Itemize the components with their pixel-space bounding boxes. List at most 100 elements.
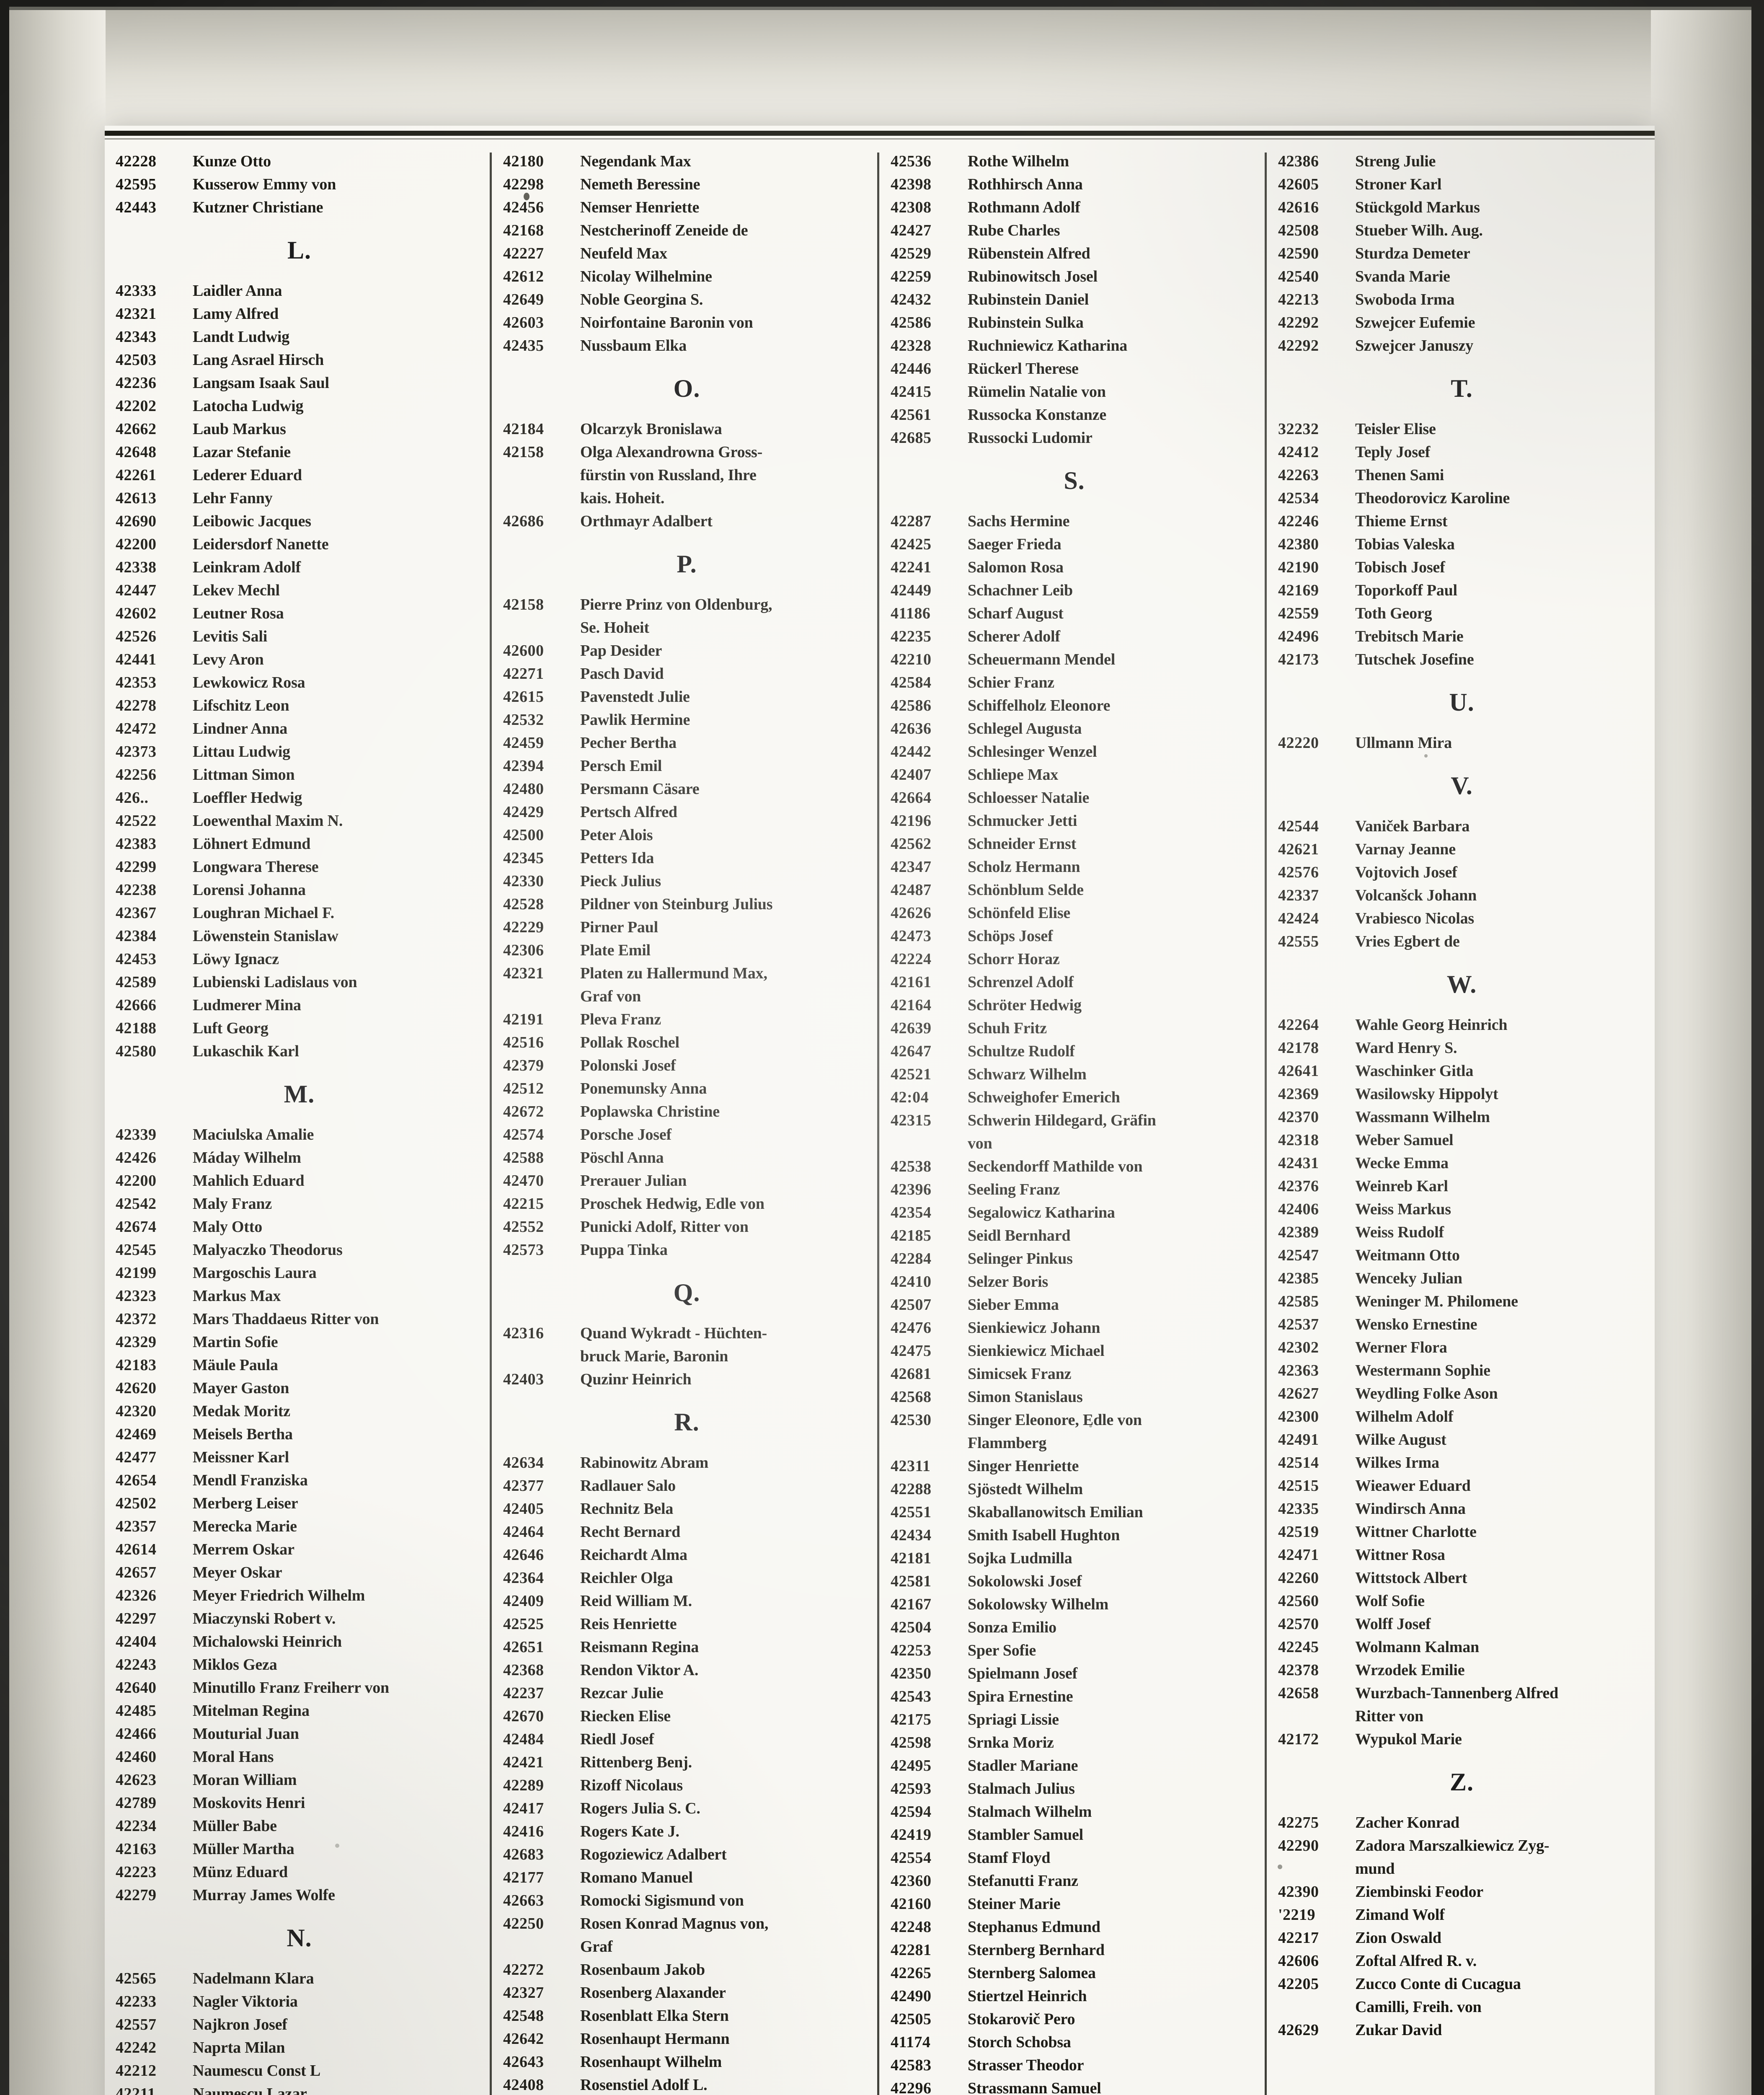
register-entry[interactable]: 42223 Münz Eduard xyxy=(116,1861,483,1884)
register-entry[interactable]: 42666 Ludmerer Mina xyxy=(116,994,483,1017)
register-entry[interactable]: 42278 Lifschitz Leon xyxy=(116,694,483,717)
register-entry[interactable]: 42614 Merrem Oskar xyxy=(116,1538,483,1561)
register-entry[interactable]: 42245 Wolmann Kalman xyxy=(1278,1636,1645,1659)
register-entry[interactable]: 42648 Lazar Stefanie xyxy=(116,441,483,464)
register-entry[interactable]: 42292 Szwejcer Eufemie xyxy=(1278,311,1645,334)
register-entry[interactable]: 42196 Schmucker Jetti xyxy=(891,810,1258,833)
register-entry[interactable]: 42406 Weiss Markus xyxy=(1278,1198,1645,1221)
register-entry[interactable]: 42302 Werner Flora xyxy=(1278,1336,1645,1359)
register-entry[interactable]: 42260 Wittstock Albert xyxy=(1278,1567,1645,1590)
register-entry[interactable]: 42363 Westermann Sophie xyxy=(1278,1359,1645,1382)
register-entry[interactable]: 42589 Lubienski Ladislaus von xyxy=(116,971,483,994)
register-entry[interactable]: 42377 Radlauer Salo xyxy=(503,1474,870,1498)
register-entry[interactable]: 42306 Plate Emil xyxy=(503,939,870,962)
register-entry[interactable]: 42326 Meyer Friedrich Wilhelm xyxy=(116,1584,483,1607)
register-entry[interactable]: 42158 Olga Alexandrowna Gross-fürstin von… xyxy=(503,441,870,510)
register-entry[interactable]: 42297 Miaczynski Robert v. xyxy=(116,1607,483,1630)
register-entry[interactable]: 42515 Wieawer Eduard xyxy=(1278,1474,1645,1498)
register-entry[interactable]: 42323 Markus Max xyxy=(116,1285,483,1308)
register-entry[interactable]: 42641 Waschinker Gitla xyxy=(1278,1060,1645,1083)
register-entry[interactable]: 42435 Nussbaum Elka xyxy=(503,334,870,357)
register-entry[interactable]: 42308 Rothmann Adolf xyxy=(891,196,1258,219)
register-entry[interactable]: 42662 Laub Markus xyxy=(116,418,483,441)
register-entry[interactable]: 42:04 Schweighofer Emerich xyxy=(891,1086,1258,1109)
register-entry[interactable]: 42259 Rubinowitsch Josel xyxy=(891,265,1258,288)
register-entry[interactable]: 42173 Tutschek Josefine xyxy=(1278,648,1645,671)
register-entry[interactable]: 42163 Müller Martha xyxy=(116,1838,483,1861)
register-entry[interactable]: 42615 Pavenstedt Julie xyxy=(503,685,870,709)
register-entry[interactable]: 42561 Russocka Konstanze xyxy=(891,403,1258,427)
register-entry[interactable]: 42265 Sternberg Salomea xyxy=(891,1962,1258,1985)
register-entry[interactable]: 42443 Kutzner Christiane xyxy=(116,196,483,219)
register-entry[interactable]: 42606 Zoftal Alfred R. v. xyxy=(1278,1950,1645,1973)
register-entry[interactable]: 42321 Lamy Alfred xyxy=(116,303,483,326)
register-entry[interactable]: 42471 Wittner Rosa xyxy=(1278,1544,1645,1567)
register-entry[interactable]: 42789 Moskovits Henri xyxy=(116,1792,483,1815)
register-entry[interactable]: 42290 Zadora Marszalkiewicz Zyg-mund xyxy=(1278,1834,1645,1880)
register-entry[interactable]: 42651 Reismann Regina xyxy=(503,1636,870,1659)
register-entry[interactable]: 42484 Riedl Josef xyxy=(503,1728,870,1751)
register-entry[interactable]: 42213 Swoboda Irma xyxy=(1278,288,1645,311)
register-entry[interactable]: 42480 Persmann Cäsare xyxy=(503,778,870,801)
register-entry[interactable]: 42424 Vrabiesco Nicolas xyxy=(1278,907,1645,930)
register-entry[interactable]: 42547 Weitmann Otto xyxy=(1278,1244,1645,1267)
register-entry[interactable]: 42432 Rubinstein Daniel xyxy=(891,288,1258,311)
register-entry[interactable]: 42407 Schliepe Max xyxy=(891,763,1258,786)
register-entry[interactable]: 42534 Theodorovicz Karoline xyxy=(1278,487,1645,510)
register-entry[interactable]: 42394 Persch Emil xyxy=(503,755,870,778)
register-entry[interactable]: 42562 Schneider Ernst xyxy=(891,833,1258,856)
register-entry[interactable]: 42316 Quand Wykradt - Hüchten-bruck Marie… xyxy=(503,1322,870,1368)
register-entry[interactable]: 42408 Rosenstiel Adolf L. xyxy=(503,2074,870,2095)
register-entry[interactable]: 42386 Streng Julie xyxy=(1278,150,1645,173)
register-entry[interactable]: 42246 Thieme Ernst xyxy=(1278,510,1645,533)
register-entry[interactable]: 42415 Rümelin Natalie von xyxy=(891,380,1258,403)
register-entry[interactable]: 42287 Sachs Hermine xyxy=(891,510,1258,533)
register-entry[interactable]: 42551 Skaballanowitsch Emilian xyxy=(891,1501,1258,1524)
register-entry[interactable]: 42672 Poplawska Christine xyxy=(503,1100,870,1123)
register-entry[interactable]: 42472 Lindner Anna xyxy=(116,717,483,740)
register-entry[interactable]: 42508 Stueber Wilh. Aug. xyxy=(1278,219,1645,242)
register-entry[interactable]: 42184 Olcarzyk Bronislawa xyxy=(503,418,870,441)
register-entry[interactable]: 42425 Saeger Frieda xyxy=(891,533,1258,556)
register-entry[interactable]: 42598 Srnka Moriz xyxy=(891,1731,1258,1754)
register-entry[interactable]: 42264 Wahle Georg Heinrich xyxy=(1278,1014,1645,1037)
register-entry[interactable]: 42642 Rosenhaupt Hermann xyxy=(503,2028,870,2051)
register-entry[interactable]: 42178 Ward Henry S. xyxy=(1278,1037,1645,1060)
register-entry[interactable]: 42658 Wurzbach-Tannenberg Alfred Ritter vo… xyxy=(1278,1682,1645,1728)
register-entry[interactable]: 42256 Littman Simon xyxy=(116,763,483,786)
register-entry[interactable]: 42621 Varnay Jeanne xyxy=(1278,838,1645,861)
register-entry[interactable]: 42242 Naprta Milan xyxy=(116,2036,483,2059)
register-entry[interactable]: 42364 Reichler Olga xyxy=(503,1567,870,1590)
register-entry[interactable]: 42470 Prerauer Julian xyxy=(503,1169,870,1192)
register-entry[interactable]: 42477 Meissner Karl xyxy=(116,1446,483,1469)
register-entry[interactable]: 42357 Merecka Marie xyxy=(116,1515,483,1538)
register-entry[interactable]: 42339 Maciulska Amalie xyxy=(116,1123,483,1146)
register-entry[interactable]: 42683 Rogoziewicz Adalbert xyxy=(503,1843,870,1866)
register-entry[interactable]: 42522 Loewenthal Maxim N. xyxy=(116,810,483,833)
register-entry[interactable]: 42284 Selinger Pinkus xyxy=(891,1247,1258,1270)
register-entry[interactable]: 42525 Reis Henriette xyxy=(503,1613,870,1636)
register-entry[interactable]: 42627 Weydling Folke Ason xyxy=(1278,1382,1645,1405)
register-entry[interactable]: 42581 Sokolowski Josef xyxy=(891,1570,1258,1593)
register-entry[interactable]: 42321 Platen zu Hallermund Max, Graf von xyxy=(503,962,870,1008)
register-entry[interactable]: 42212 Naumescu Const L xyxy=(116,2059,483,2082)
register-entry[interactable]: 42183 Mäule Paula xyxy=(116,1354,483,1377)
register-entry[interactable]: 42537 Wensko Ernestine xyxy=(1278,1313,1645,1336)
register-entry[interactable]: 42328 Ruchniewicz Katharina xyxy=(891,334,1258,357)
register-entry[interactable]: 42217 Zion Oswald xyxy=(1278,1927,1645,1950)
register-entry[interactable]: 42220 Ullmann Mira xyxy=(1278,732,1645,755)
register-entry[interactable]: 42327 Rosenberg Alaxander xyxy=(503,1981,870,2004)
register-entry[interactable]: 42603 Noirfontaine Baronin von xyxy=(503,311,870,334)
register-entry[interactable]: 42459 Pecher Bertha xyxy=(503,732,870,755)
register-entry[interactable]: '2219 Zimand Wolf xyxy=(1278,1904,1645,1927)
register-entry[interactable]: 42565 Nadelmann Klara xyxy=(116,1967,483,1990)
register-entry[interactable]: 42530 Singer Eleonore, Edle von Flammberg xyxy=(891,1409,1258,1455)
register-entry[interactable]: 42279 Murray James Wolfe xyxy=(116,1884,483,1907)
register-entry[interactable]: 42590 Sturdza Demeter xyxy=(1278,242,1645,265)
register-entry[interactable]: 41174 Storch Schobsa xyxy=(891,2031,1258,2054)
register-entry[interactable]: 42354 Segalowicz Katharina xyxy=(891,1201,1258,1224)
register-entry[interactable]: 42403 Quzinr Heinrich xyxy=(503,1368,870,1391)
register-entry[interactable]: 42177 Romano Manuel xyxy=(503,1866,870,1889)
register-entry[interactable]: 42417 Rogers Julia S. C. xyxy=(503,1797,870,1820)
register-entry[interactable]: 42636 Schlegel Augusta xyxy=(891,717,1258,740)
